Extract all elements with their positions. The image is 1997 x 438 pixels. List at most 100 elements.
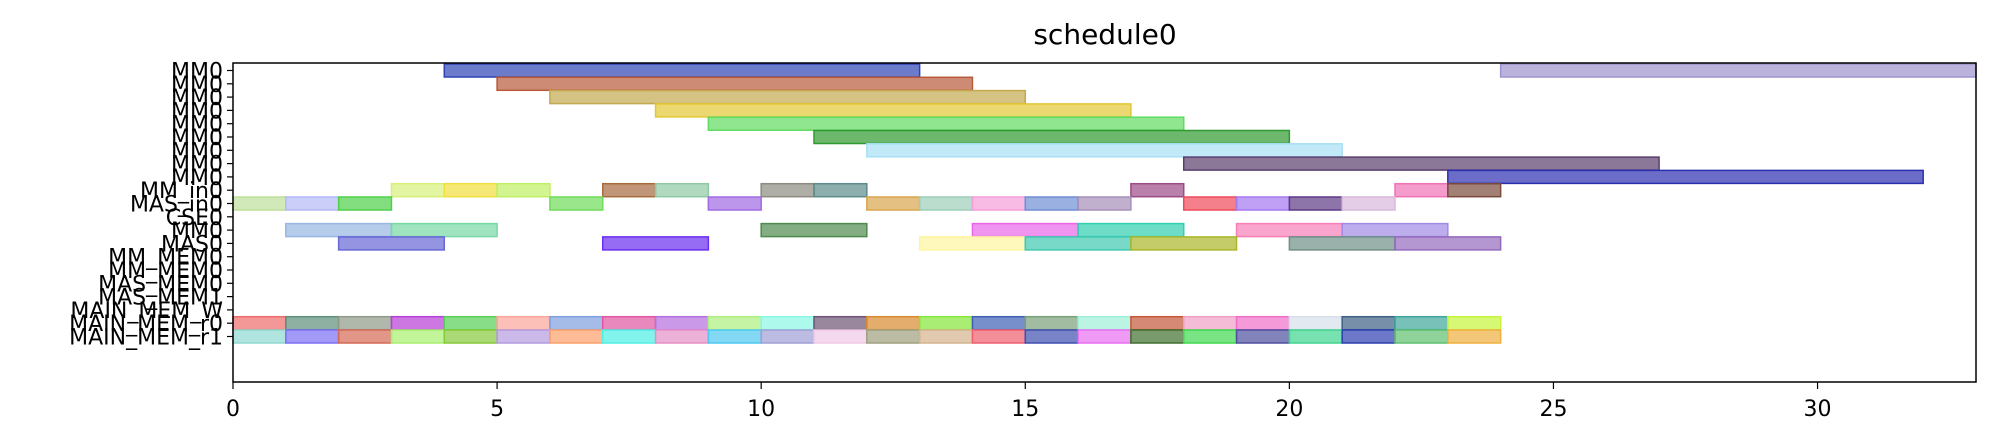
gantt-bar (1235, 222, 1343, 238)
y-tick-label: MM0 (171, 219, 223, 244)
gantt-bar (866, 315, 921, 331)
y-tick-label: MM0 (171, 126, 223, 151)
gantt-bar (1182, 329, 1238, 344)
gantt-bar (1447, 315, 1502, 331)
y-tick-label: MM_in0 (140, 179, 223, 204)
gantt-bar (1024, 236, 1132, 251)
gantt-bar (760, 182, 815, 198)
gantt-bar (601, 182, 657, 198)
gantt-bar (337, 329, 393, 344)
y-tick-label: MM0 (171, 113, 223, 138)
y-axis: MM0MM0MM0MM0MM0MM0MM0MM0MM0MM_in0MAS_in0… (69, 60, 233, 351)
gantt-bar (232, 196, 287, 211)
gantt-bar (918, 315, 974, 331)
gantt-bar (1341, 222, 1449, 238)
y-tick-label: MAIN_MEM_r0 (69, 312, 223, 337)
y-tick-label: MM0 (171, 86, 223, 111)
gantt-bar (1394, 329, 1449, 344)
gantt-bar (866, 329, 921, 344)
x-tick-label: 10 (747, 397, 775, 422)
gantt-bar (654, 315, 710, 331)
y-tick-label: MAIN_MEM_W (70, 299, 223, 324)
y-tick-label: MM0 (171, 153, 223, 178)
y-tick-label: MM_MEM0 (108, 246, 223, 271)
gantt-bar (390, 222, 498, 238)
chart-title: schedule0 (1033, 18, 1176, 51)
gantt-bar (1182, 315, 1238, 331)
gantt-bar (390, 329, 446, 344)
x-tick-label: 15 (1011, 397, 1039, 422)
y-tick-label: MAS_in0 (130, 193, 223, 218)
gantt-bar (866, 143, 1343, 158)
gantt-bar (285, 222, 393, 238)
gantt-bar (1341, 329, 1396, 344)
x-tick-label: 30 (1804, 397, 1832, 422)
gantt-bar (813, 315, 868, 331)
gantt-bar (601, 236, 710, 251)
gantt-bar (971, 315, 1027, 331)
gantt-bar (601, 329, 657, 344)
x-axis: 0 5 10 15 20 25 30 (226, 382, 1832, 422)
gantt-bar (1447, 169, 1924, 185)
gantt-bar (707, 315, 762, 331)
gantt-bar (285, 329, 340, 344)
gantt-bar (707, 196, 762, 211)
gantt-bar (654, 182, 710, 198)
gantt-bar (1341, 196, 1396, 211)
y-tick-label: MM0 (171, 166, 223, 191)
y-tick-label: MM0 (171, 99, 223, 124)
gantt-bar (1288, 315, 1343, 331)
gantt-bar (1288, 196, 1343, 211)
gantt-bar (654, 103, 1132, 118)
gantt-bar (549, 89, 1027, 105)
y-tick-label: MAS_MEM1 (98, 286, 223, 311)
gantt-bar (1235, 315, 1291, 331)
gantt-bar (1235, 329, 1291, 344)
gantt-bar (1130, 329, 1185, 344)
gantt-bar (1024, 196, 1079, 211)
gantt-bar (1288, 236, 1396, 251)
gantt-bar (285, 315, 340, 331)
gantt-bar (496, 182, 551, 198)
gantt-bar (1077, 315, 1132, 331)
gantt-bar (1077, 329, 1132, 344)
gantt-bar (496, 76, 974, 92)
gantt-bar (549, 329, 604, 344)
gantt-bar (971, 222, 1079, 238)
gantt-bar (971, 329, 1027, 344)
gantt-bar (707, 116, 1185, 131)
x-tick-label: 25 (1539, 397, 1567, 422)
y-tick-label: MAS0 (161, 232, 223, 257)
x-tick-label: 5 (490, 397, 504, 422)
y-tick-label: MM0 (171, 73, 223, 98)
plot-frame (232, 62, 1977, 383)
gantt-bar (443, 182, 498, 198)
gantt-bar (390, 315, 446, 331)
gantt-bar (337, 315, 393, 331)
gantt-bar (971, 196, 1027, 211)
gantt-bar (1077, 196, 1132, 211)
gantt-bar (496, 329, 551, 344)
gantt-bar (232, 329, 287, 344)
gantt-bar (1182, 156, 1660, 171)
gantt-bar (813, 329, 868, 344)
gantt-bar (601, 315, 657, 331)
x-tick-label: 20 (1275, 397, 1303, 422)
gantt-bar (760, 222, 868, 238)
gantt-bar (337, 196, 393, 211)
gantt-bar (390, 182, 446, 198)
gantt-bar (549, 315, 604, 331)
gantt-bar (549, 196, 604, 211)
gantt-bar (285, 196, 340, 211)
gantt-bar (813, 129, 1291, 145)
gantt-bar (760, 315, 815, 331)
y-tick-label: MAIN_MEM_r1 (69, 326, 223, 351)
gantt-bar (1394, 236, 1502, 251)
gantt-bar (1024, 329, 1079, 344)
gantt-bar (1447, 182, 1502, 198)
y-tick-label: CSE0 (166, 206, 223, 231)
gantt-bar (1394, 182, 1449, 198)
x-tick-label: 0 (226, 397, 240, 422)
gantt-bar (1499, 63, 1977, 78)
